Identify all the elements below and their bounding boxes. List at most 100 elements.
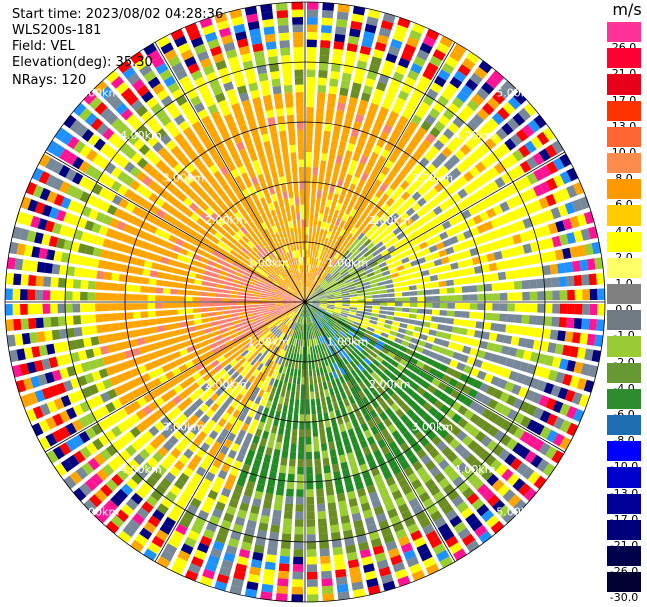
range-gate xyxy=(521,124,535,138)
range-gate xyxy=(291,314,297,321)
range-gate xyxy=(330,200,337,210)
range-gate xyxy=(505,236,515,247)
range-gate xyxy=(300,212,305,220)
range-gate xyxy=(170,563,185,576)
range-gate xyxy=(122,463,135,476)
range-gate xyxy=(325,480,333,489)
range-gate xyxy=(338,140,347,150)
range-gate xyxy=(315,197,321,206)
range-gate xyxy=(186,345,195,353)
range-gate xyxy=(282,366,288,375)
range-gate xyxy=(501,122,514,136)
range-gate xyxy=(255,244,263,252)
range-gate xyxy=(493,343,503,353)
range-gate xyxy=(239,124,249,134)
range-gate xyxy=(417,408,427,418)
range-gate xyxy=(251,326,260,332)
range-gate xyxy=(341,72,352,82)
range-gate xyxy=(186,320,195,327)
range-gate xyxy=(480,156,493,169)
range-gate xyxy=(239,378,248,387)
range-gate xyxy=(79,446,92,460)
range-gate xyxy=(249,442,258,452)
range-gate xyxy=(324,313,331,319)
range-gate xyxy=(9,349,19,363)
range-gate xyxy=(238,238,247,247)
range-gate xyxy=(303,294,305,302)
range-gate xyxy=(394,260,403,267)
range-gate xyxy=(314,274,319,282)
range-gate xyxy=(274,338,281,346)
range-gate xyxy=(255,483,265,493)
range-gate xyxy=(412,88,424,100)
range-gate xyxy=(391,465,402,476)
range-gate xyxy=(552,400,564,414)
range-gate xyxy=(65,407,77,420)
range-gate xyxy=(211,250,221,258)
range-gate xyxy=(416,174,427,185)
range-gate xyxy=(277,426,285,436)
range-gate xyxy=(165,266,175,273)
range-gate xyxy=(293,322,297,330)
range-gate xyxy=(367,585,381,595)
range-gate xyxy=(322,366,328,375)
range-gate xyxy=(306,99,315,108)
range-gate xyxy=(294,519,304,527)
range-gate xyxy=(264,561,276,571)
range-gate xyxy=(193,285,202,291)
range-gate xyxy=(407,279,416,285)
range-gate xyxy=(412,132,423,144)
range-gate xyxy=(281,358,287,366)
range-gate xyxy=(288,458,296,467)
range-gate xyxy=(134,267,144,276)
range-gate xyxy=(160,459,172,471)
range-gate xyxy=(310,399,316,407)
range-gate xyxy=(317,77,327,86)
range-gate xyxy=(238,45,251,56)
range-gate xyxy=(325,290,333,294)
range-gate xyxy=(328,267,335,274)
range-gate xyxy=(171,504,184,516)
range-gate xyxy=(359,339,368,346)
range-gate xyxy=(170,309,179,316)
range-gate xyxy=(354,211,362,220)
range-gate xyxy=(139,64,153,77)
range-gate xyxy=(202,251,212,259)
range-gate xyxy=(84,220,95,231)
range-gate xyxy=(336,11,349,21)
range-gate xyxy=(358,381,367,390)
range-gate xyxy=(129,256,139,265)
range-gate xyxy=(223,314,232,319)
range-gate xyxy=(346,318,354,323)
range-gate xyxy=(428,406,439,417)
range-gate xyxy=(358,495,369,505)
range-gate xyxy=(359,45,372,56)
range-gate xyxy=(263,284,271,289)
range-gate xyxy=(408,285,417,291)
range-gate xyxy=(340,348,348,357)
range-gate xyxy=(123,431,135,443)
range-gate xyxy=(210,212,220,222)
range-gate xyxy=(290,321,295,329)
range-gate xyxy=(53,342,63,354)
range-gate xyxy=(81,462,94,476)
range-gate xyxy=(471,478,484,491)
range-gate xyxy=(363,285,371,290)
range-gate xyxy=(203,327,213,334)
range-gate xyxy=(155,108,167,121)
range-gate xyxy=(354,169,362,179)
range-gate xyxy=(98,368,109,379)
range-gate xyxy=(439,302,448,309)
range-gate xyxy=(298,361,302,370)
range-gate xyxy=(256,318,264,323)
range-gate xyxy=(401,191,411,201)
range-gate xyxy=(274,258,281,266)
range-gate xyxy=(239,217,248,226)
range-gate xyxy=(342,300,350,302)
range-gate xyxy=(306,264,309,273)
range-gate xyxy=(320,397,327,406)
range-gate xyxy=(338,454,347,464)
range-gate xyxy=(457,405,468,416)
range-gate xyxy=(160,42,174,55)
range-gate xyxy=(310,292,318,298)
